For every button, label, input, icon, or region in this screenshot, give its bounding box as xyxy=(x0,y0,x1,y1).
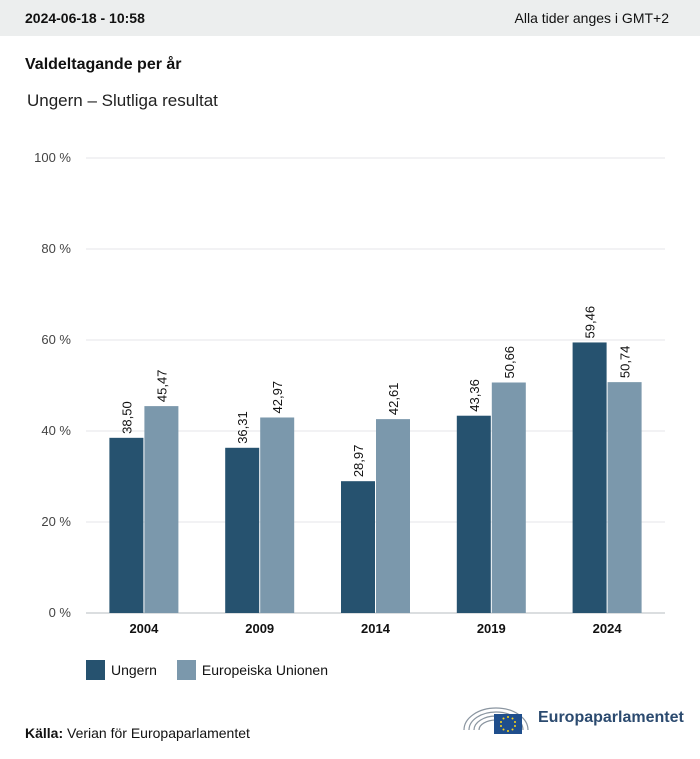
bar xyxy=(607,382,642,613)
y-tick-label: 40 % xyxy=(41,423,71,438)
y-tick-label: 60 % xyxy=(41,332,71,347)
legend-label: Ungern xyxy=(111,662,157,678)
source-text: Verian för Europaparlamentet xyxy=(67,725,250,741)
data-label: 50,74 xyxy=(618,346,633,379)
top-bar: 2024-06-18 - 10:58 Alla tider anges i GM… xyxy=(0,0,700,36)
source-note: Källa: Verian för Europaparlamentet xyxy=(25,725,250,741)
data-label: 43,36 xyxy=(467,379,482,412)
legend-swatch xyxy=(86,660,105,680)
chart-subtitle: Ungern – Slutliga resultat xyxy=(27,91,218,110)
legend-item-eu: Europeiska Unionen xyxy=(176,660,329,680)
bar xyxy=(491,382,526,613)
x-tick-label: 2024 xyxy=(593,621,623,636)
legend-label: Europeiska Unionen xyxy=(201,662,329,678)
y-tick-label: 100 % xyxy=(34,150,71,165)
source-label: Källa: xyxy=(25,725,64,741)
bar xyxy=(376,419,410,613)
bar xyxy=(572,342,607,613)
x-tick-label: 2009 xyxy=(245,621,274,636)
bar xyxy=(260,417,295,613)
european-parliament-hemicycle-icon xyxy=(463,707,529,734)
data-label: 42,61 xyxy=(386,383,401,416)
timezone-note: Alla tider anges i GMT+2 xyxy=(514,10,669,26)
chart-title: Valdeltagande per år xyxy=(25,56,182,73)
chart-legend: Ungern Europeiska Unionen xyxy=(86,660,348,680)
bar xyxy=(109,437,144,613)
bar-chart: 0 % 20 % 40 % 60 % 80 % 100 % 38,50 45,47 2004 36… xyxy=(34,150,665,636)
data-label: 36,31 xyxy=(235,411,250,444)
data-label: 38,50 xyxy=(119,401,134,434)
bar xyxy=(456,415,491,613)
y-tick-label: 20 % xyxy=(41,514,71,529)
data-label: 59,46 xyxy=(583,306,598,339)
bar xyxy=(225,447,260,613)
x-tick-label: 2014 xyxy=(361,621,391,636)
europarl-logo: Europaparlamentet xyxy=(460,700,684,736)
timestamp: 2024-06-18 - 10:58 xyxy=(25,10,145,26)
x-tick-label: 2019 xyxy=(477,621,506,636)
y-tick-label: 80 % xyxy=(41,241,71,256)
bar xyxy=(341,481,375,613)
data-label: 42,97 xyxy=(270,381,285,414)
logo-name: Europaparlamentet xyxy=(538,709,684,726)
data-label: 45,47 xyxy=(154,370,169,403)
y-tick-label: 0 % xyxy=(49,605,72,620)
bar xyxy=(144,406,179,613)
legend-swatch xyxy=(176,660,196,680)
legend-item-ungern: Ungern xyxy=(86,660,157,680)
data-label: 50,66 xyxy=(502,346,517,379)
x-tick-label: 2004 xyxy=(129,621,159,636)
data-label: 28,97 xyxy=(351,445,366,478)
